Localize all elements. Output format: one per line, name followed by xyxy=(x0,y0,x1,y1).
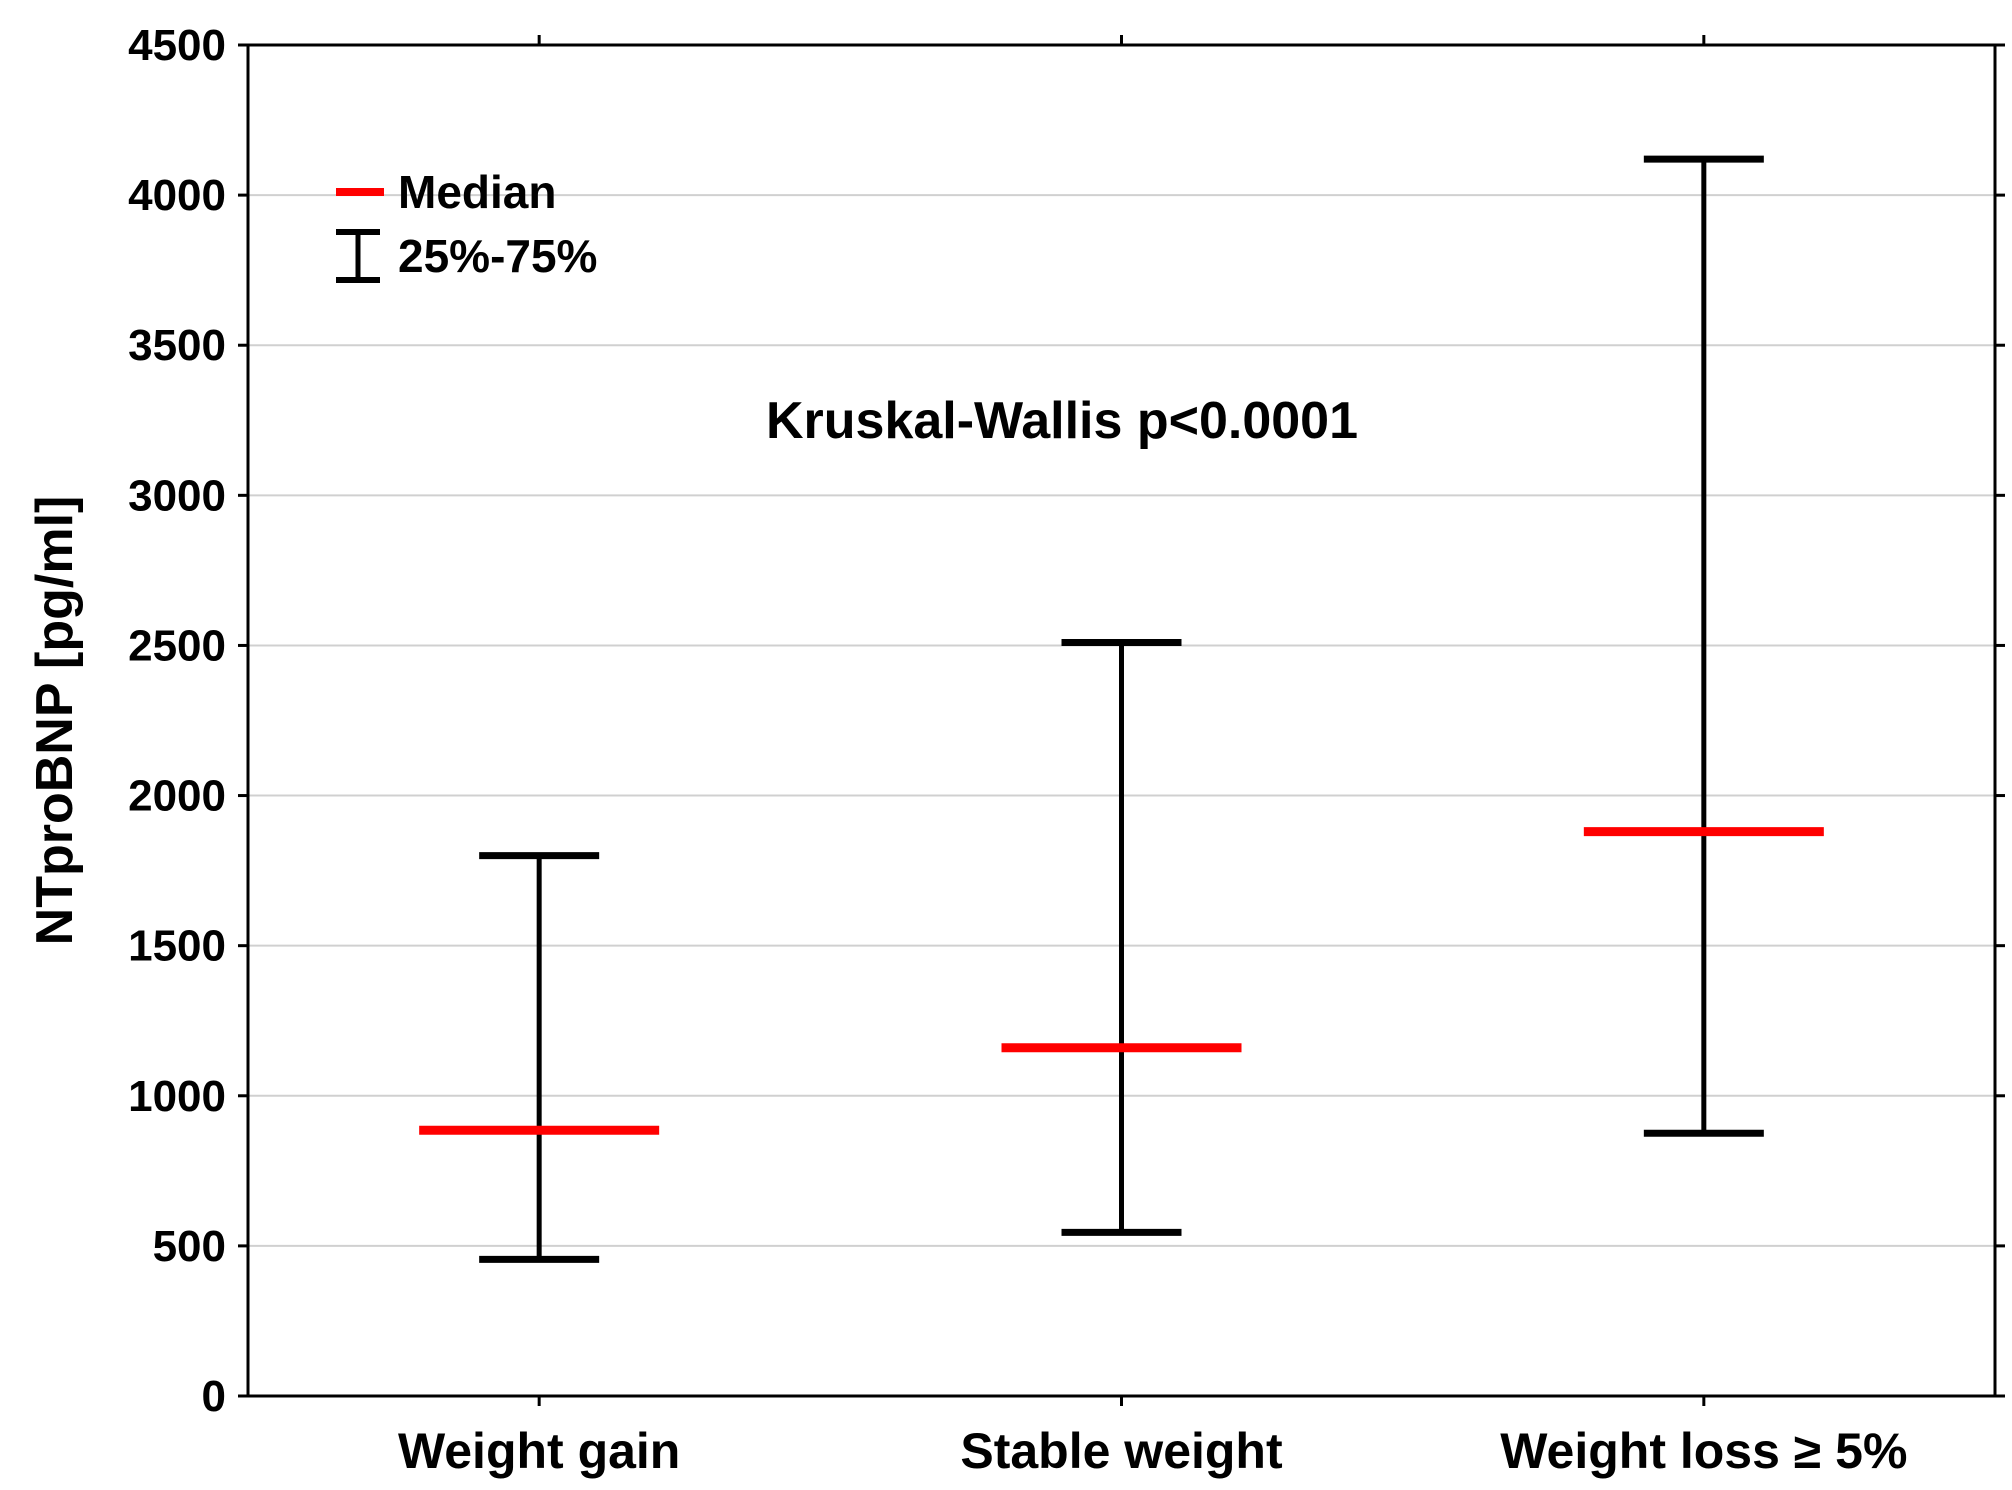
x-category-label: Weight loss ≥ 5% xyxy=(1500,1423,1907,1479)
legend-range-swatch xyxy=(336,229,380,283)
y-tick-label: 4000 xyxy=(128,171,226,220)
legend-range-label: 25%-75% xyxy=(398,230,597,282)
y-tick-label: 2500 xyxy=(128,621,226,670)
y-tick-label: 2000 xyxy=(128,772,226,821)
y-tick-label: 4500 xyxy=(128,21,226,70)
y-tick-label: 3500 xyxy=(128,321,226,370)
y-tick-label: 1500 xyxy=(128,922,226,971)
y-tick-label: 0 xyxy=(202,1372,226,1421)
x-category-label: Stable weight xyxy=(960,1423,1283,1479)
axes: 0 500 1000 1500 2000 2500 3000 3500 4000 4500 Weig… xyxy=(128,21,2005,1479)
series-layer xyxy=(419,155,1824,1263)
legend-median-label: Median xyxy=(398,166,556,218)
y-tick-label: 500 xyxy=(153,1222,226,1271)
legend: Median 25%-75% xyxy=(336,166,597,283)
x-category-label: Weight gain xyxy=(398,1423,680,1479)
kruskal-wallis-annotation: Kruskal-Wallis p<0.0001 xyxy=(766,392,1358,450)
y-axis-label: NTproBNP [pg/ml] xyxy=(26,496,84,946)
y-tick-label: 1000 xyxy=(128,1072,226,1121)
y-tick-label: 3000 xyxy=(128,471,226,520)
